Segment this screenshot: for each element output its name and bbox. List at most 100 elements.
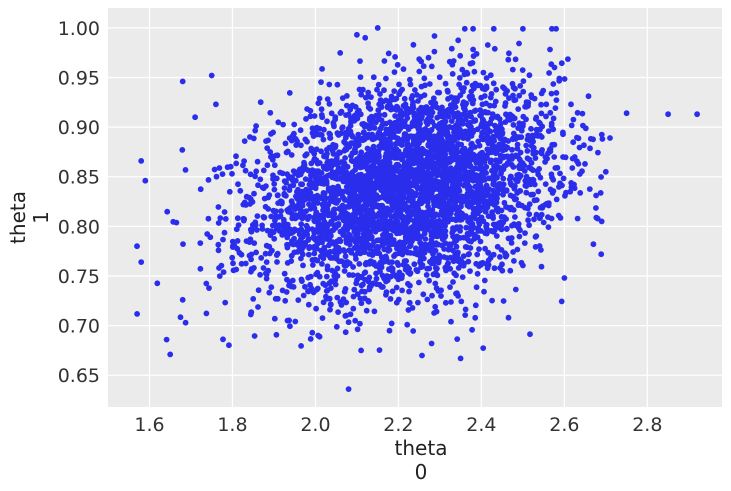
data-point [419,352,425,359]
y-axis-label-line2: 1 [29,211,53,224]
data-point [520,78,527,84]
data-point [264,162,271,169]
data-point [558,60,565,67]
data-point [355,136,362,142]
data-point [266,289,273,296]
data-point [393,284,400,291]
data-point [338,203,345,210]
data-point [581,142,587,149]
data-point [516,188,523,194]
data-point [392,251,399,258]
data-point [471,173,477,180]
data-point [326,81,333,88]
data-point [251,240,258,247]
data-point [492,164,498,170]
data-point [479,129,485,136]
data-point [348,103,354,110]
data-point [590,241,597,248]
data-point [284,234,291,241]
data-point [369,187,375,194]
data-point [452,104,459,110]
data-point [493,86,500,93]
data-point [391,88,398,94]
data-point [313,146,320,153]
data-point [319,261,325,267]
data-point [272,222,279,228]
data-point [142,177,149,184]
data-point [424,296,431,303]
data-point [450,258,457,265]
data-point [360,281,366,288]
data-point [467,96,474,103]
data-point [337,299,344,305]
data-point [288,152,295,158]
data-point [462,175,469,181]
data-point [372,170,378,177]
data-point [302,196,309,202]
data-point [586,186,593,193]
data-point [426,81,433,87]
data-point [301,162,308,169]
data-point [492,223,499,230]
data-point [290,132,296,139]
y-tick-labels: 0.65 0.70 0.75 0.80 0.85 0.90 0.95 1.00 [58,18,100,387]
data-point [436,89,443,96]
data-point [383,97,389,104]
data-point [298,232,304,239]
data-point [398,183,404,190]
data-point [570,116,577,123]
data-point [371,308,378,315]
data-point [346,203,352,210]
data-point [537,174,544,181]
data-point [263,242,270,249]
data-point [395,128,402,135]
data-point [500,188,507,195]
data-point [376,143,382,150]
data-point [413,235,420,242]
data-point [396,81,402,88]
data-point [274,259,280,265]
data-point [506,176,513,183]
data-point [516,156,523,163]
data-point [215,204,222,210]
data-point [487,72,494,79]
data-point [334,294,341,301]
data-point [237,187,244,194]
data-point [455,265,462,271]
data-point [351,224,357,231]
data-point [341,262,348,269]
data-point [400,218,407,225]
data-point [483,75,490,81]
x-tick-label: 2.8 [632,414,662,436]
data-point [598,174,604,180]
data-point [454,149,461,155]
data-point [230,260,236,267]
data-point [324,263,331,270]
data-point [449,139,455,146]
data-point [429,109,436,116]
data-point [321,244,328,251]
data-point [490,80,497,87]
data-point [334,130,341,136]
data-point [551,64,558,71]
data-point [359,288,365,295]
data-point [487,159,494,166]
data-point [226,342,232,349]
data-point [320,280,327,287]
data-point [448,118,455,124]
data-point [327,301,334,308]
data-point [138,259,145,265]
data-point [459,165,466,172]
data-point [318,112,325,118]
data-point [254,227,260,233]
data-point [526,211,533,218]
data-point [450,58,457,64]
data-point [510,193,517,200]
data-point [574,109,581,116]
data-point [303,222,310,229]
data-point [298,343,304,349]
data-point [462,312,469,318]
data-point [203,310,210,317]
data-point [389,153,396,159]
data-point [483,109,490,116]
